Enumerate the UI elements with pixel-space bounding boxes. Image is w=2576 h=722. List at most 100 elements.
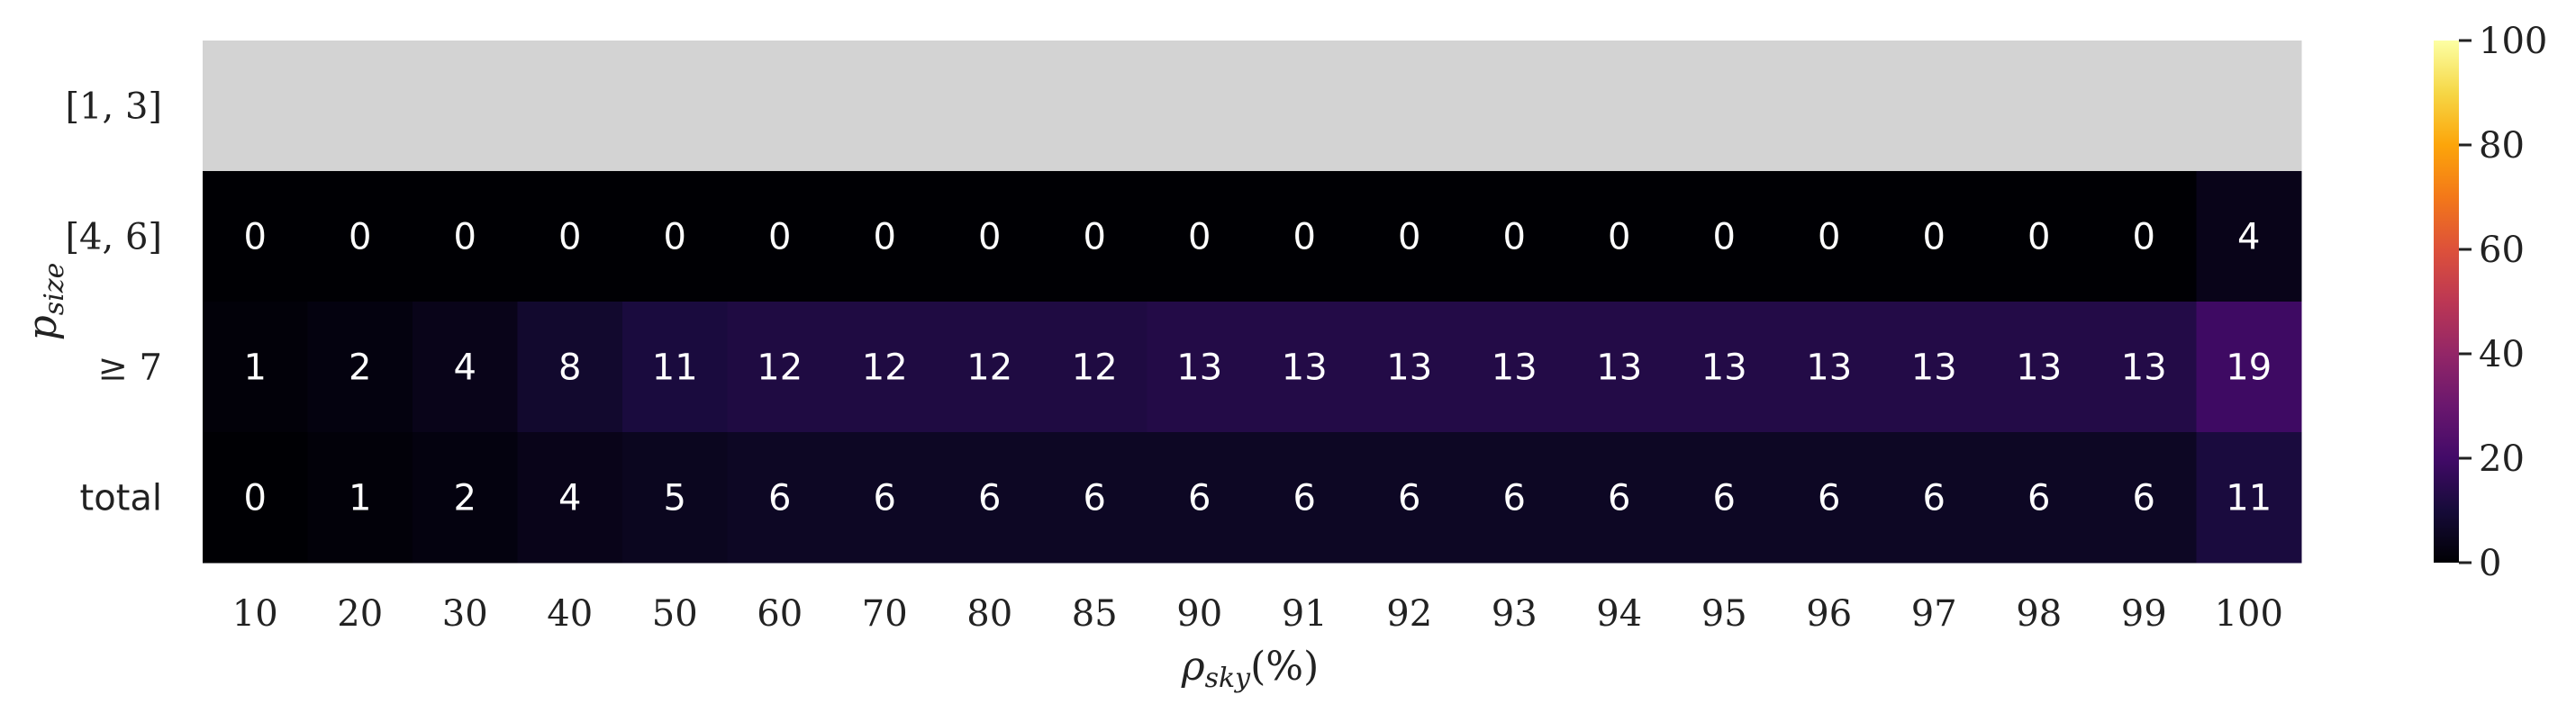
x-tick-label: 60 (757, 593, 803, 635)
y-axis-label: psize (20, 263, 70, 341)
heatmap-cell (1672, 432, 1777, 564)
cell-value-label: 11 (652, 347, 698, 389)
cell-value-label: 0 (2133, 217, 2155, 258)
heatmap-cell (1882, 302, 1987, 433)
colorbar-tick-label: 40 (2479, 334, 2525, 375)
heatmap-cell (1986, 171, 2092, 302)
heatmap-cell (2091, 432, 2197, 564)
cell-value-label: 6 (1818, 478, 1840, 519)
heatmap-cell (622, 41, 728, 172)
y-tick-label: ≥ 7 (97, 347, 162, 389)
heatmap-cell (413, 171, 518, 302)
heatmap-cell (413, 302, 518, 433)
x-tick-label: 96 (1806, 593, 1852, 635)
heatmap-cell (622, 171, 728, 302)
heatmap-cell (727, 302, 833, 433)
x-tick-label: 90 (1176, 593, 1222, 635)
heatmap-cell (2196, 41, 2302, 172)
heatmap-cells: 0 0 0 0 0 0 0 0 0 0 0 0 0 0 0 0 0 0 0 41 2 4 8 11 12 12 12 12 13 13 13… (203, 41, 2302, 564)
cell-value-label: 13 (2016, 347, 2062, 389)
heatmap-cell (937, 171, 1043, 302)
heatmap-cell (1147, 171, 1253, 302)
x-tick-label: 95 (1701, 593, 1747, 635)
y-axis-label-main: p (20, 315, 66, 340)
cell-value-label: 1 (244, 347, 267, 389)
heatmap-cell (1566, 171, 1673, 302)
heatmap-cell (1986, 302, 2092, 433)
cell-value-label: 19 (2226, 347, 2272, 389)
heatmap-cell (832, 171, 938, 302)
heatmap-cell (2196, 302, 2302, 433)
x-tick-label: 80 (966, 593, 1012, 635)
heatmap-cell (937, 302, 1043, 433)
heatmap-cell (1882, 41, 1987, 172)
cell-value-label: 13 (1596, 347, 1642, 389)
cell-value-label: 1 (349, 478, 371, 519)
heatmap-cell (2091, 171, 2197, 302)
x-tick-label: 94 (1596, 593, 1642, 635)
cell-value-label: 0 (1923, 217, 1946, 258)
x-axis-label-sub: sky (1205, 663, 1252, 694)
cell-value-label: 0 (768, 217, 791, 258)
cell-value-label: 0 (244, 478, 267, 519)
colorbar (2434, 41, 2459, 563)
cell-value-label: 0 (1084, 217, 1106, 258)
cell-value-label: 0 (349, 217, 371, 258)
heatmap-cell (1252, 171, 1357, 302)
cell-value-label: 0 (874, 217, 896, 258)
x-axis-label-main: ρ (1181, 644, 1205, 690)
cell-value-label: 0 (1818, 217, 1840, 258)
cell-value-label: 6 (2027, 478, 2050, 519)
heatmap-cell (727, 41, 833, 172)
x-tick-label: 50 (652, 593, 698, 635)
x-tick-label: 30 (442, 593, 488, 635)
heatmap-cell (517, 302, 623, 433)
heatmap-cell (203, 41, 308, 172)
heatmap-cell (203, 302, 308, 433)
cell-value-label: 6 (1608, 478, 1630, 519)
heatmap-cell (1147, 432, 1253, 564)
x-tick-label: 100 (2215, 593, 2283, 635)
heatmap-cell (203, 432, 308, 564)
cell-value-label: 5 (664, 478, 686, 519)
cell-value-label: 6 (874, 478, 896, 519)
heatmap-cell (937, 432, 1043, 564)
heatmap-cell (1462, 171, 1567, 302)
heatmap-cell (1042, 302, 1147, 433)
heatmap-cell (307, 302, 413, 433)
heatmap-cell (727, 432, 833, 564)
cell-value-label: 12 (862, 347, 908, 389)
heatmap-cell (832, 302, 938, 433)
heatmap-cell (307, 41, 413, 172)
heatmap-cell (1882, 171, 1987, 302)
heatmap-cell (1986, 432, 2092, 564)
cell-value-label: 6 (1713, 478, 1736, 519)
heatmap-cell (2091, 302, 2197, 433)
heatmap-cell (1462, 432, 1567, 564)
cell-value-label: 0 (1293, 217, 1316, 258)
cell-value-label: 6 (2133, 478, 2155, 519)
heatmap-cell (1776, 41, 1882, 172)
cell-value-label: 2 (349, 347, 371, 389)
cell-value-label: 13 (1386, 347, 1432, 389)
cell-value-label: 4 (454, 347, 476, 389)
x-tick-label: 97 (1911, 593, 1957, 635)
cell-value-label: 6 (1503, 478, 1526, 519)
heatmap-cell (1356, 432, 1463, 564)
heatmap-cell (1566, 41, 1673, 172)
x-tick-label: 10 (232, 593, 278, 635)
cell-value-label: 4 (2237, 217, 2260, 258)
x-tick-label: 20 (337, 593, 383, 635)
colorbar-tick-label: 0 (2479, 543, 2501, 584)
heatmap-cell (1776, 432, 1882, 564)
heatmap-cell (832, 41, 938, 172)
x-tick-label: 93 (1492, 593, 1537, 635)
heatmap-cell (622, 302, 728, 433)
heatmap-cell (2091, 41, 2197, 172)
y-tick-label: total (80, 478, 162, 519)
cell-value-label: 0 (2027, 217, 2050, 258)
heatmap-cell (1356, 41, 1463, 172)
cell-value-label: 12 (966, 347, 1012, 389)
heatmap-cell (1252, 302, 1357, 433)
heatmap-cell (1462, 302, 1567, 433)
